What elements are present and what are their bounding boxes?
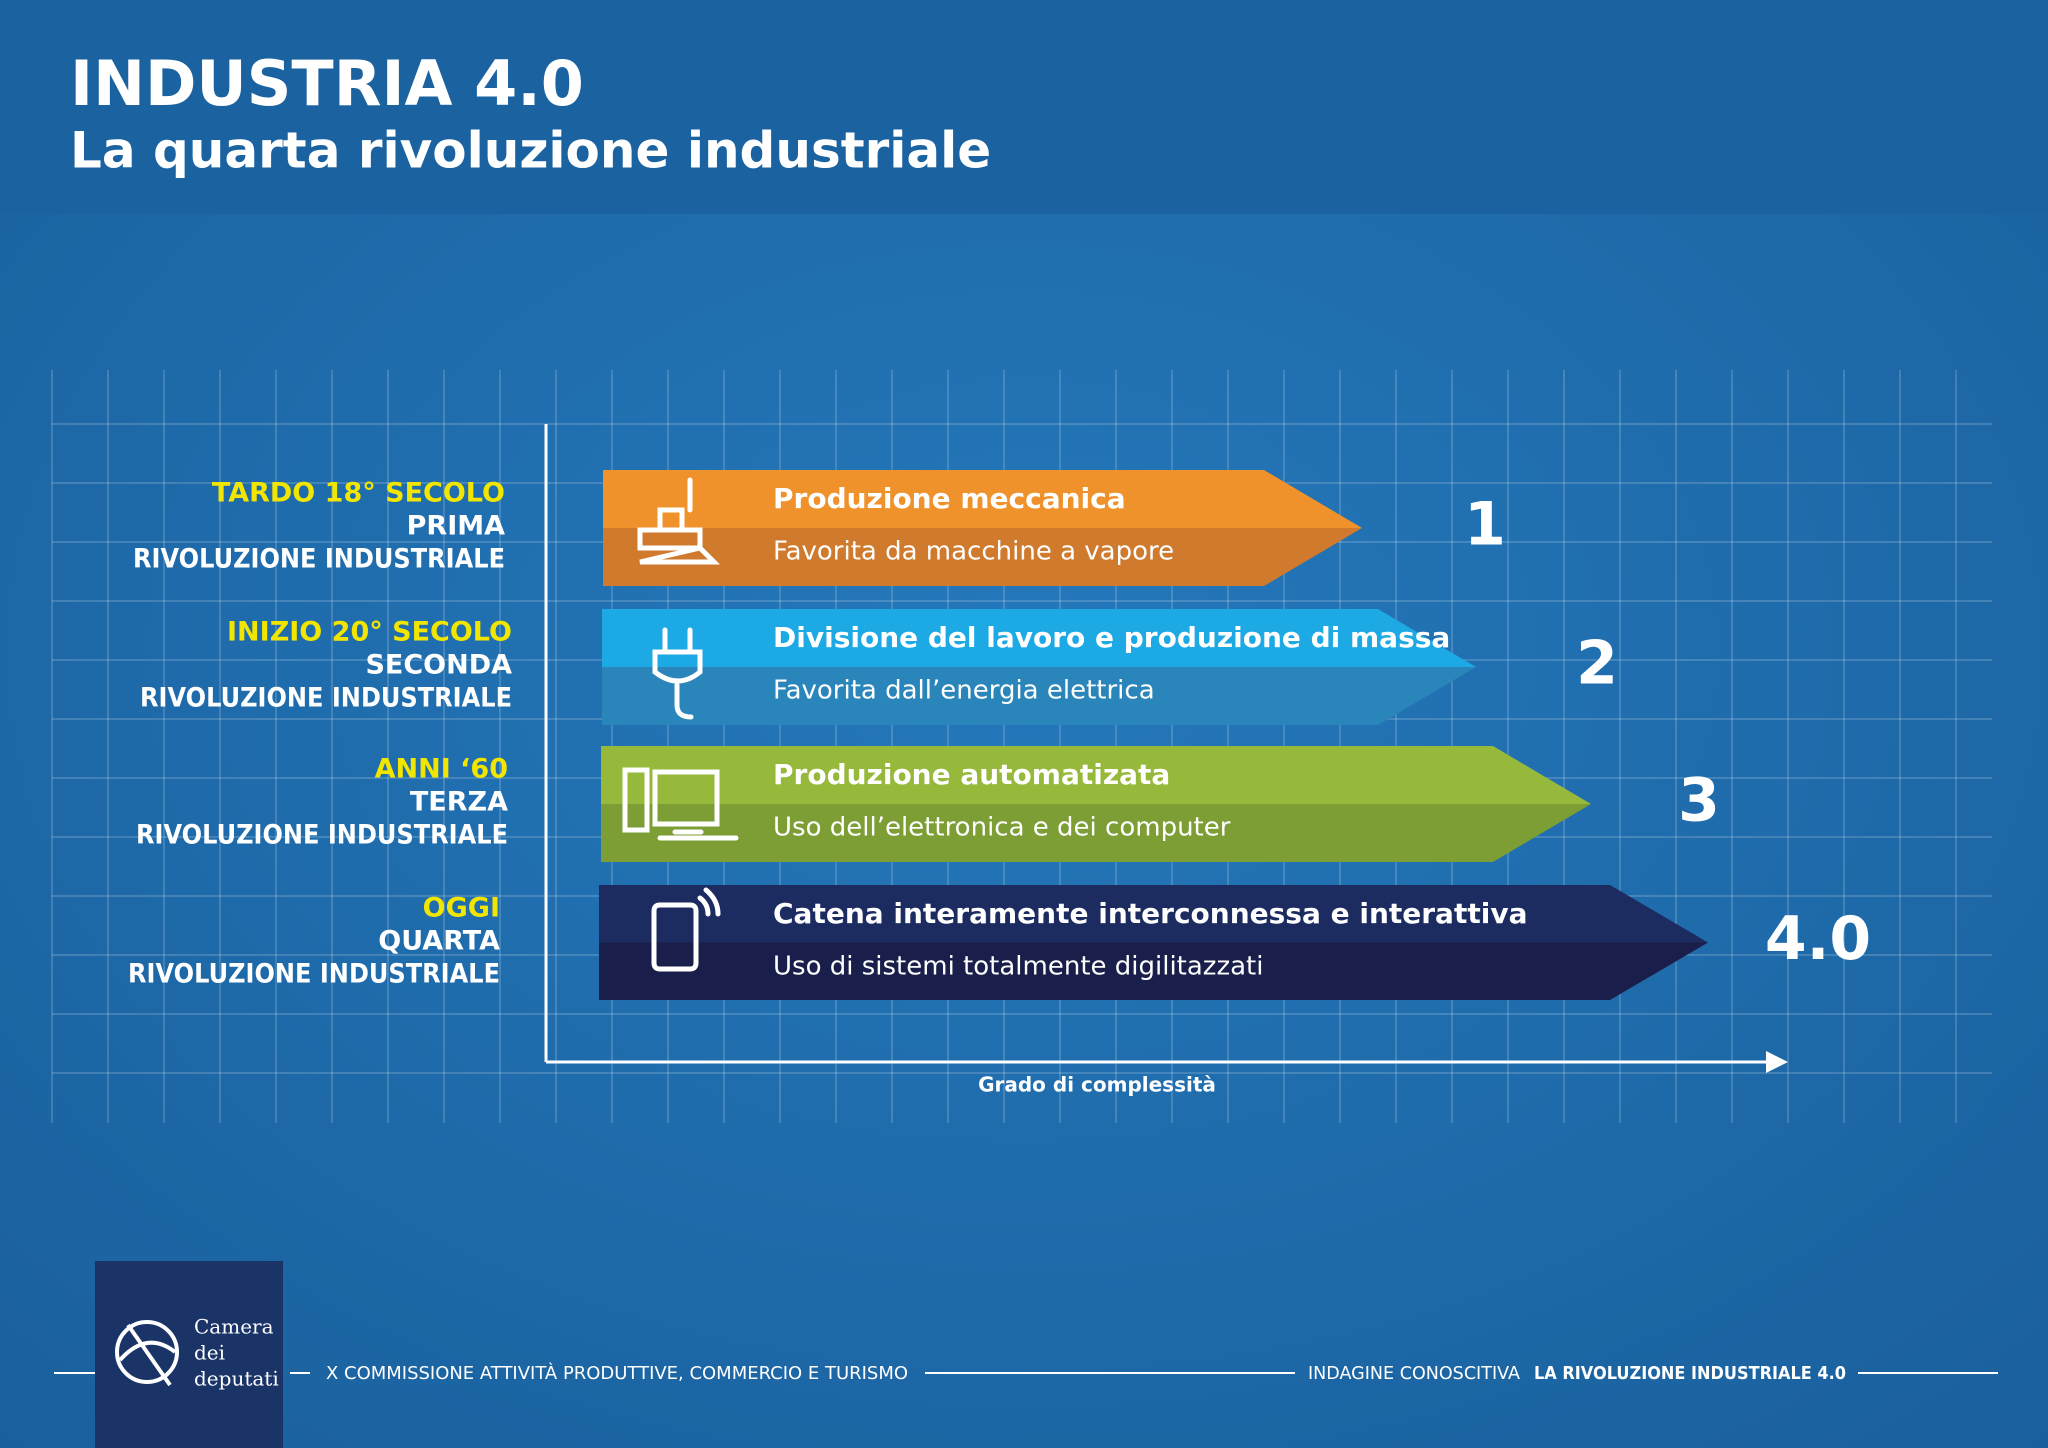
step-number: 2 [1576, 629, 1618, 699]
logo-text: dei [194, 1341, 225, 1365]
logo-text: deputati [194, 1367, 279, 1391]
arrow-bottom [602, 667, 1476, 725]
icon [622, 767, 739, 841]
arrow-top [603, 470, 1362, 528]
era-label: TARDO 18° SECOLO [212, 478, 505, 509]
step-description: Favorita dall’energia elettrica [773, 676, 1155, 706]
step-number: 1 [1464, 490, 1506, 560]
arrow-bottom [599, 942, 1708, 1000]
step-heading: Divisione del lavoro e produzione di mas… [773, 621, 1450, 654]
footer-commission: X COMMISSIONE ATTIVITÀ PRODUTTIVE, COMME… [326, 1362, 908, 1384]
arrow-bottom [603, 528, 1362, 586]
revolution-label: RIVOLUZIONE INDUSTRIALE [136, 820, 508, 851]
arrow-top [599, 885, 1708, 943]
revolution-label: RIVOLUZIONE INDUSTRIALE [133, 544, 505, 575]
step-description: Favorita da macchine a vapore [773, 537, 1174, 567]
icon [651, 887, 721, 972]
arrow-bottom [601, 804, 1591, 862]
ordinal-label: SECONDA [365, 650, 512, 681]
step-heading: Produzione automatizata [773, 758, 1170, 791]
revolution-label: RIVOLUZIONE INDUSTRIALE [140, 683, 512, 714]
arrow-top [601, 746, 1591, 804]
ordinal-label: TERZA [410, 787, 508, 818]
era-label: OGGI [423, 893, 500, 924]
revolution-label: RIVOLUZIONE INDUSTRIALE [128, 959, 500, 990]
header-band [0, 0, 2048, 214]
step-number: 3 [1678, 766, 1720, 836]
logo-text: Camera [194, 1315, 274, 1339]
step-number: 4.0 [1765, 904, 1871, 974]
icon [637, 477, 721, 565]
footer-survey-label: INDAGINE CONOSCITIVA [1308, 1363, 1521, 1384]
axis-label: Grado di complessità [978, 1073, 1216, 1097]
logo-mark [115, 1320, 179, 1387]
step-heading: Produzione meccanica [773, 482, 1126, 515]
step-description: Uso dell’elettronica e dei computer [773, 813, 1231, 843]
era-label: ANNI ‘60 [375, 754, 508, 785]
arrow-top [602, 609, 1476, 667]
ordinal-label: PRIMA [407, 511, 505, 542]
icon [652, 627, 703, 720]
subtitle: La quarta rivoluzione industriale [70, 122, 991, 180]
era-label: INIZIO 20° SECOLO [227, 617, 512, 648]
footer-survey-title: LA RIVOLUZIONE INDUSTRIALE 4.0 [1534, 1363, 1846, 1384]
axis-arrow [1766, 1051, 1788, 1073]
step-heading: Catena interamente interconnessa e inter… [773, 897, 1527, 930]
title: INDUSTRIA 4.0 [70, 47, 584, 120]
step-description: Uso di sistemi totalmente digilitazzati [773, 952, 1263, 982]
ordinal-label: QUARTA [378, 926, 500, 957]
